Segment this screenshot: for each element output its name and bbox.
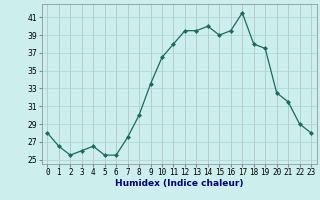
X-axis label: Humidex (Indice chaleur): Humidex (Indice chaleur): [115, 179, 244, 188]
